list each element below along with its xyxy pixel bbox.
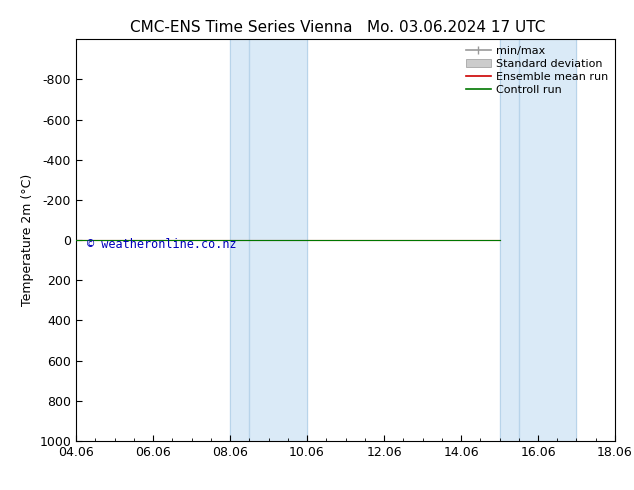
Text: CMC-ENS Time Series Vienna: CMC-ENS Time Series Vienna (130, 20, 352, 35)
Bar (500, 39, 576, 441)
Legend: min/max, Standard deviation, Ensemble mean run, Controll run: min/max, Standard deviation, Ensemble me… (462, 42, 612, 99)
Text: Mo. 03.06.2024 17 UTC: Mo. 03.06.2024 17 UTC (367, 20, 546, 35)
Y-axis label: Temperature 2m (°C): Temperature 2m (°C) (21, 174, 34, 306)
Text: © weatheronline.co.nz: © weatheronline.co.nz (87, 238, 236, 251)
Bar (230, 39, 307, 441)
